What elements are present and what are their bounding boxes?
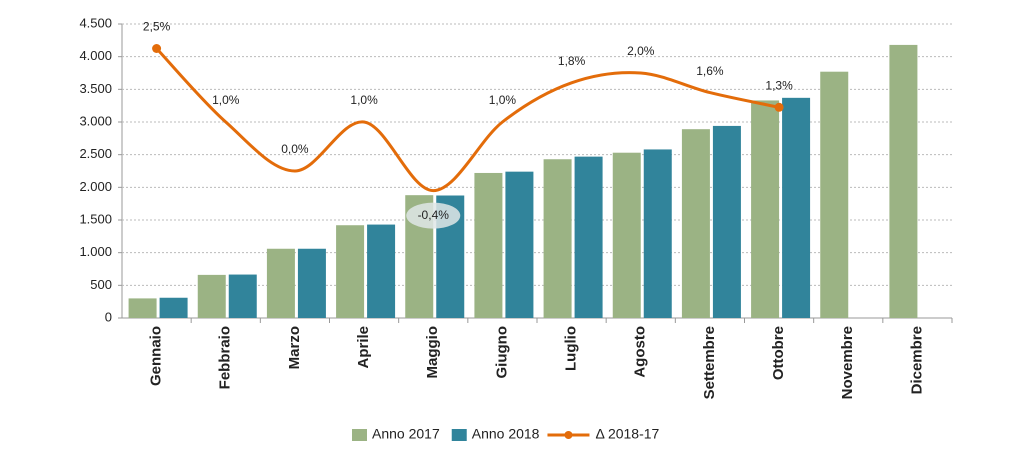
x-tick-label: Novembre: [839, 326, 856, 399]
bar: [543, 159, 572, 318]
data-label: 1,8%: [558, 54, 586, 68]
legend-swatch: [564, 431, 573, 439]
legend-swatch: [451, 429, 467, 441]
bar: [367, 224, 396, 318]
legend-label: Anno 2018: [472, 426, 540, 442]
y-tick-label: 500: [90, 277, 112, 292]
data-label: 2,5%: [143, 20, 171, 34]
bar: [820, 71, 849, 319]
x-tick-label: Ottobre: [770, 326, 787, 380]
line-marker: [152, 44, 162, 53]
bar: [889, 44, 918, 318]
line-marker: [774, 102, 784, 112]
bar: [751, 100, 780, 318]
bar: [228, 274, 257, 318]
data-label: 1,6%: [696, 64, 724, 78]
x-tick-label: Dicembre: [908, 326, 925, 394]
bar: [681, 129, 710, 318]
bar: [505, 171, 534, 318]
x-tick-label: Maggio: [424, 326, 441, 379]
bar: [159, 297, 188, 318]
bar: [782, 97, 811, 319]
bar: [574, 156, 603, 318]
legend-label: Anno 2017: [372, 426, 440, 442]
legend-swatch: [352, 429, 367, 441]
x-tick-label: Febbraio: [217, 326, 234, 389]
y-tick-label: 2.000: [79, 179, 112, 194]
data-label: 2,0%: [627, 44, 655, 58]
y-tick-label: 0: [105, 309, 112, 324]
bar: [474, 172, 503, 318]
bar: [643, 149, 672, 318]
line: [155, 47, 780, 193]
y-tick-label: 4.500: [79, 15, 112, 30]
x-tick-label: Settembre: [701, 326, 718, 399]
bar: [612, 152, 641, 318]
y-tick-label: 3.000: [79, 113, 112, 128]
bar: [266, 248, 295, 318]
data-label: 1,0%: [350, 93, 378, 107]
data-label: 1,0%: [489, 93, 517, 107]
bar: [336, 225, 365, 318]
data-label: 0,0%: [281, 142, 309, 156]
bar: [297, 248, 326, 318]
data-label: 1,0%: [212, 93, 240, 107]
y-tick-label: 1.500: [79, 211, 112, 226]
bar: [197, 274, 226, 318]
x-tick-label: Agosto: [632, 326, 649, 378]
y-tick-label: 3.500: [79, 81, 112, 96]
x-tick-label: Aprile: [355, 326, 372, 369]
data-label: -0,4%: [418, 208, 450, 222]
data-label: 1,3%: [765, 78, 793, 92]
x-tick-label: Gennaio: [148, 326, 165, 386]
y-tick-label: 2.500: [79, 146, 112, 161]
x-tick-label: Giugno: [493, 326, 510, 379]
x-tick-label: Marzo: [286, 326, 303, 369]
x-tick-label: Luglio: [563, 326, 580, 371]
y-tick-label: 1.000: [79, 244, 112, 259]
legend-label: Δ 2018-17: [595, 426, 659, 442]
y-tick-label: 4.000: [79, 48, 112, 63]
bar: [128, 298, 157, 318]
bar: [712, 125, 741, 318]
label-highlight: [406, 202, 461, 229]
